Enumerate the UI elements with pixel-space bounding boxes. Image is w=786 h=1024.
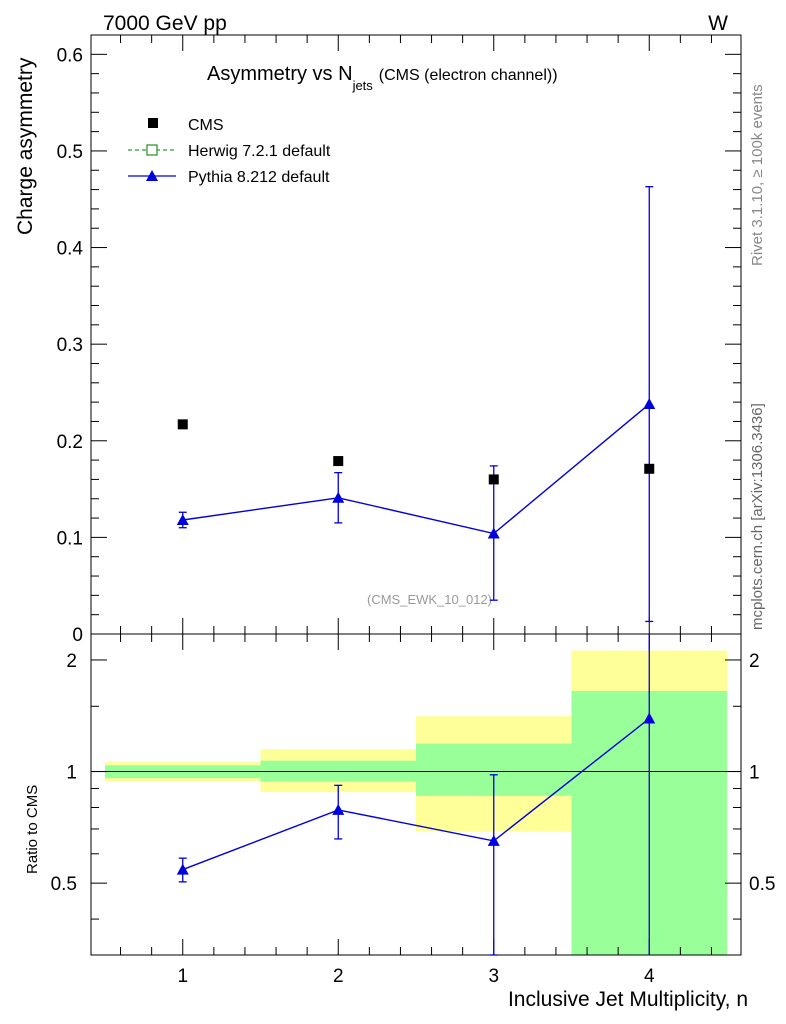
ratio-panel-frame bbox=[90, 633, 742, 956]
pythia-point bbox=[487, 527, 500, 539]
side-label-mcplots: mcplots.cern.ch [arXiv:1306.3436] bbox=[749, 403, 766, 630]
ratio-pythia-point bbox=[176, 863, 189, 875]
legend-pythia-label: Pythia 8.212 default bbox=[188, 169, 330, 186]
ratio-y-tick-label-right: 2 bbox=[749, 651, 760, 672]
plot-title-main: Asymmetry vs N bbox=[207, 63, 353, 85]
ratio-y-tick-label-right: 0.5 bbox=[749, 874, 775, 895]
x-tick-label: 1 bbox=[177, 966, 188, 987]
main-y-tick-label: 0.6 bbox=[57, 45, 83, 66]
ratio-y-tick-label-left: 2 bbox=[66, 651, 77, 672]
cms-data-point bbox=[644, 463, 655, 474]
ratio-uncertainty-bands bbox=[104, 650, 728, 955]
ratio-panel-series bbox=[176, 634, 656, 956]
ratio-y-axis-title: Ratio to CMS bbox=[24, 785, 41, 874]
legend-cms-label: CMS bbox=[188, 117, 224, 134]
legend-herwig-marker bbox=[146, 144, 158, 156]
x-tick-label: 4 bbox=[644, 966, 655, 987]
ratio-pythia-point bbox=[643, 712, 656, 724]
x-axis-title: Inclusive Jet Multiplicity, n bbox=[508, 988, 748, 1011]
cms-data-point bbox=[333, 456, 344, 467]
ratio-pythia-point bbox=[487, 834, 500, 846]
pythia-point bbox=[332, 491, 345, 503]
plot-title-subscript: jets bbox=[352, 78, 374, 93]
side-label-rivet: Rivet 3.1.10, ≥ 100k events bbox=[749, 84, 766, 266]
legend-herwig-label: Herwig 7.2.1 default bbox=[188, 143, 331, 160]
pythia-point bbox=[176, 513, 189, 525]
energy-label: 7000 GeV pp bbox=[103, 12, 227, 35]
ratio-panel-axes: 0.5 0.5 1 1 2 2 1 2 3 4 bbox=[51, 634, 775, 987]
cms-data-point bbox=[177, 419, 188, 430]
analysis-label: (CMS_EWK_10_012) bbox=[367, 592, 492, 607]
legend-pythia-marker bbox=[146, 170, 158, 181]
x-tick-label: 3 bbox=[488, 966, 499, 987]
ratio-y-tick-label-left: 1 bbox=[66, 763, 77, 784]
plot-title: Asymmetry vs Njets (CMS (electron channel… bbox=[207, 63, 558, 93]
main-y-tick-label: 0.4 bbox=[57, 239, 84, 260]
main-panel-series bbox=[176, 186, 656, 623]
main-y-tick-label: 0.1 bbox=[57, 528, 83, 549]
main-y-tick-label: 0.5 bbox=[57, 142, 83, 163]
legend: CMS Herwig 7.2.1 default Pythia 8.212 de… bbox=[128, 117, 331, 186]
main-y-axis-title: Charge asymmetry bbox=[14, 57, 37, 235]
process-label: W bbox=[708, 12, 728, 35]
legend-entry-pythia: Pythia 8.212 default bbox=[128, 169, 330, 186]
main-y-tick-label: 0 bbox=[72, 625, 83, 646]
main-panel-axes: 0 0.1 0.2 0.3 0.4 0.5 0.6 bbox=[57, 35, 741, 646]
plot-title-paren: (CMS (electron channel)) bbox=[379, 67, 558, 84]
ratio-y-tick-label-right: 1 bbox=[749, 763, 760, 784]
legend-entry-herwig: Herwig 7.2.1 default bbox=[128, 143, 331, 160]
cms-data-point bbox=[488, 474, 499, 485]
ratio-y-tick-label-left: 0.5 bbox=[51, 874, 77, 895]
ratio-pythia-line bbox=[182, 717, 650, 871]
legend-cms-marker bbox=[148, 118, 158, 128]
main-y-tick-label: 0.2 bbox=[57, 432, 83, 453]
main-y-tick-label: 0.3 bbox=[57, 335, 83, 356]
legend-entry-cms: CMS bbox=[148, 117, 224, 134]
ratio-pythia-point bbox=[332, 803, 345, 815]
pythia-line bbox=[182, 403, 650, 535]
pythia-point bbox=[643, 398, 656, 410]
x-tick-label: 2 bbox=[333, 966, 344, 987]
